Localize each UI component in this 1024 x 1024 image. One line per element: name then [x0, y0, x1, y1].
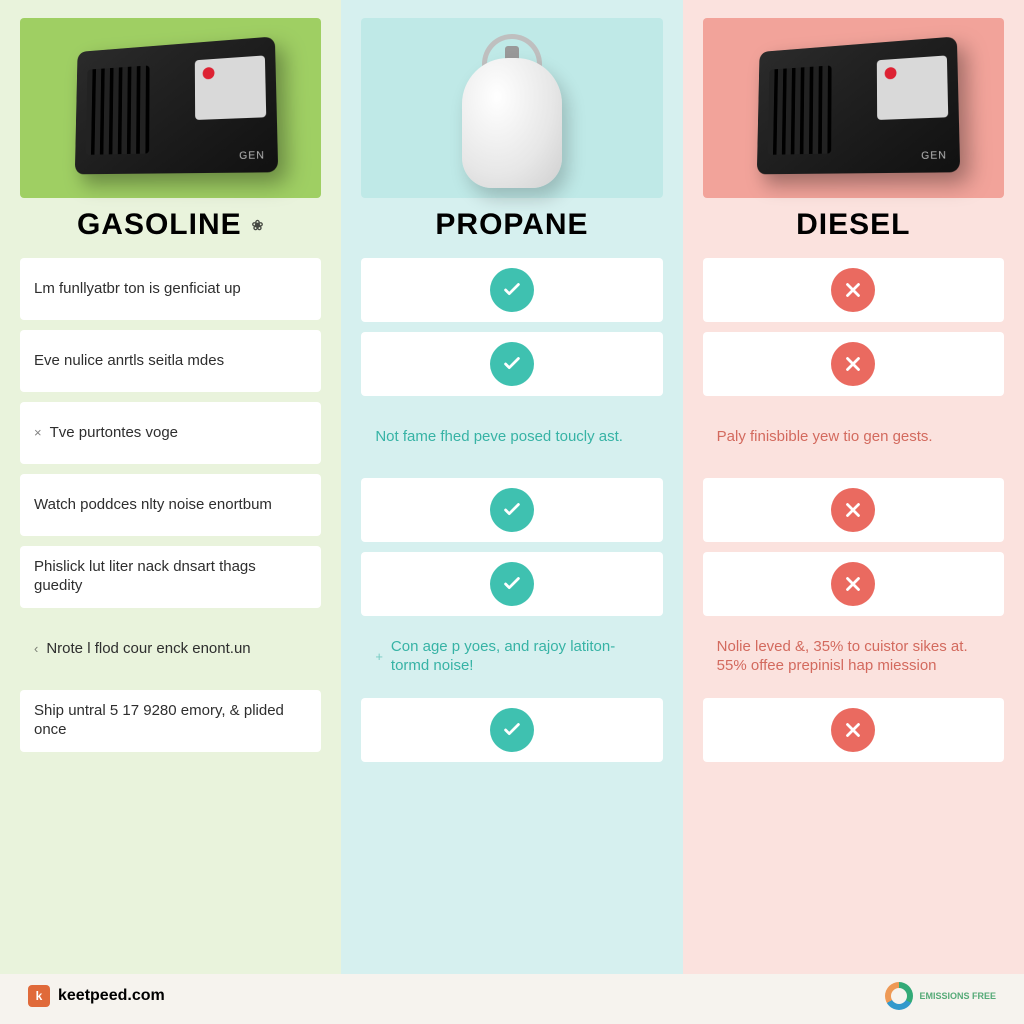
diesel-row-0 — [703, 258, 1004, 322]
gasoline-row-4-text: Phislick lut liter nack dnsart thags gue… — [34, 558, 307, 596]
column-diesel: GEN DIESEL Paly finisbible yew tio gen g… — [683, 0, 1024, 974]
x-icon — [831, 488, 875, 532]
gasoline-row-1-text: Eve nulice anrtls seitla mdes — [34, 352, 224, 371]
gasoline-row-2-text: Tve purtontes voge — [50, 424, 178, 443]
title-propane: PROPANE — [361, 208, 662, 242]
propane-row-1 — [361, 332, 662, 396]
propane-row-0 — [361, 258, 662, 322]
propane-row-2-text: Not fame fhed peve posed toucly ast. — [375, 428, 623, 447]
diesel-row-3 — [703, 478, 1004, 542]
site-logo-icon: k — [28, 985, 50, 1007]
footer-right: EMISSIONS FREE — [885, 982, 996, 1010]
image-diesel: GEN — [703, 18, 1004, 198]
x-icon — [831, 342, 875, 386]
check-icon — [490, 342, 534, 386]
image-propane — [361, 18, 662, 198]
gasoline-row-5: ‹ Nrote l flod cour enck enont.un — [20, 618, 321, 680]
gasoline-row-2: × Tve purtontes voge — [20, 402, 321, 464]
title-gasoline-text: GASOLINE — [77, 208, 242, 242]
title-propane-text: PROPANE — [435, 208, 588, 242]
propane-row-5-text: Con age p yoes, and rajoy latiton-tormd … — [391, 638, 649, 676]
column-propane: PROPANE Not fame fhed peve posed toucly … — [341, 0, 682, 974]
gasoline-row-1: Eve nulice anrtls seitla mdes — [20, 330, 321, 392]
footer-left: k keetpeed.com — [28, 985, 165, 1007]
diesel-row-5-text: Nolie leved &, 35% to cuistor sikes at. … — [717, 638, 990, 676]
x-icon — [831, 562, 875, 606]
recycle-icon — [885, 982, 913, 1010]
x-icon — [831, 708, 875, 752]
plus-bullet-icon: + — [375, 649, 383, 665]
diesel-row-5: Nolie leved &, 35% to cuistor sikes at. … — [703, 626, 1004, 688]
comparison-grid: GEN GASOLINE ❀ Lm funllyatbr ton is genf… — [0, 0, 1024, 974]
gasoline-row-5-text: Nrote l flod cour enck enont.un — [46, 640, 250, 659]
diesel-row-4 — [703, 552, 1004, 616]
diesel-row-1 — [703, 332, 1004, 396]
generator-icon: GEN — [757, 36, 960, 174]
image-gasoline: GEN — [20, 18, 321, 198]
title-diesel: DIESEL — [703, 208, 1004, 242]
gasoline-row-3: Watch poddces nlty noise enortbum — [20, 474, 321, 536]
footer-site: keetpeed.com — [58, 987, 165, 1005]
check-icon — [490, 708, 534, 752]
diesel-row-6 — [703, 698, 1004, 762]
gasoline-row-0: Lm funllyatbr ton is genficiat up — [20, 258, 321, 320]
propane-row-2: Not fame fhed peve posed toucly ast. — [361, 406, 662, 468]
propane-row-3 — [361, 478, 662, 542]
propane-row-5: + Con age p yoes, and rajoy latiton-tormd… — [361, 626, 662, 688]
propane-tank-icon — [452, 28, 572, 188]
diesel-row-2: Paly finisbible yew tio gen gests. — [703, 406, 1004, 468]
title-gasoline: GASOLINE ❀ — [20, 208, 321, 242]
gasoline-row-4: Phislick lut liter nack dnsart thags gue… — [20, 546, 321, 608]
column-gasoline: GEN GASOLINE ❀ Lm funllyatbr ton is genf… — [0, 0, 341, 974]
check-icon — [490, 562, 534, 606]
propane-row-4 — [361, 552, 662, 616]
footer-badge-label: EMISSIONS FREE — [919, 991, 996, 1001]
check-icon — [490, 268, 534, 312]
x-icon — [831, 268, 875, 312]
x-bullet-icon: × — [34, 425, 42, 441]
leaf-icon: ❀ — [252, 217, 265, 234]
generator-icon: GEN — [74, 36, 277, 174]
gasoline-row-0-text: Lm funllyatbr ton is genficiat up — [34, 280, 241, 299]
gasoline-row-6-text: Ship untral 5 17 9280 emory, & plided on… — [34, 702, 307, 740]
propane-row-6 — [361, 698, 662, 762]
check-icon — [490, 488, 534, 532]
footer: k keetpeed.com EMISSIONS FREE — [0, 974, 1024, 1024]
arrow-bullet-icon: ‹ — [34, 641, 38, 657]
diesel-row-2-text: Paly finisbible yew tio gen gests. — [717, 428, 933, 447]
gasoline-row-6: Ship untral 5 17 9280 emory, & plided on… — [20, 690, 321, 752]
title-diesel-text: DIESEL — [796, 208, 910, 242]
gasoline-row-3-text: Watch poddces nlty noise enortbum — [34, 496, 272, 515]
